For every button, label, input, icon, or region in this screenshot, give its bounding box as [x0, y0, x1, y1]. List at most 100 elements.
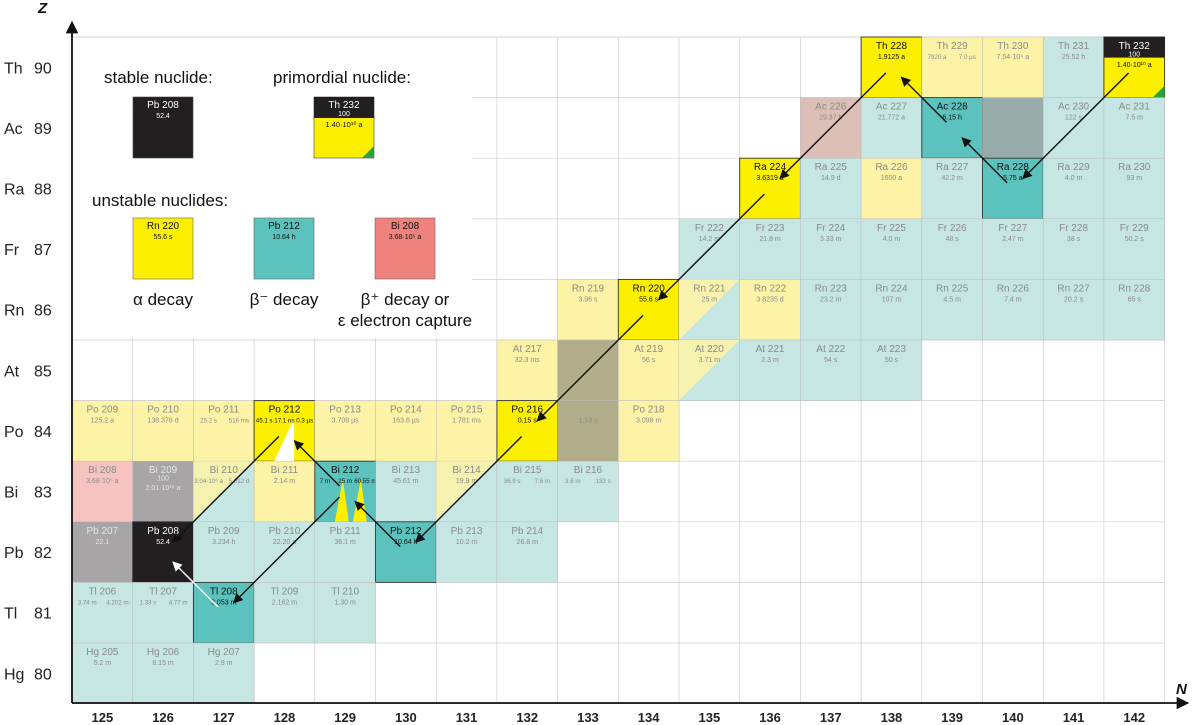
nuclide-name: Po 212 — [269, 405, 301, 416]
legend-beta-minus-example: Pb 212 10.64 h — [253, 217, 315, 280]
nuclide-name: Ac 230 — [1058, 102, 1090, 113]
cell-isomer-wedge — [274, 418, 295, 462]
nuclide-name: Pb 208 — [147, 526, 179, 537]
nuclide-cell: Rn 225 4.5 m — [921, 279, 983, 341]
nuclide-halflife: 3.71 m — [699, 357, 721, 364]
decay-arrow — [293, 440, 340, 487]
nuclide-name: Fr 228 — [1059, 223, 1088, 234]
nuclide-halflife: 10.64 h — [394, 539, 417, 546]
nuclide-halflife: 5.012 d — [229, 478, 250, 485]
nuclide-name: Tl 207 — [149, 586, 177, 597]
nuclide-cell: Bi 208 3.68·10⁵ a — [71, 460, 133, 523]
nuclide-name: Tl 209 — [271, 586, 299, 597]
decay-arrow — [172, 561, 219, 608]
z-tick-symbol: Fr — [4, 242, 20, 259]
legend-stable-name: Pb 208 — [147, 100, 179, 111]
cell-background — [618, 339, 680, 401]
nuclide-cell: Tl 206 3.74 m 4.202 m — [71, 582, 133, 644]
z-tick-labels: Th 90 Ac 89 Ra 88 Fr 87 Rn 86 At 85 Po 84 Bi 83 Pb 82 Tl 81… — [4, 60, 52, 683]
nuclide-name: Po 218 — [633, 405, 665, 416]
nuclide-name: Po 216 — [511, 405, 543, 416]
legend-stable-example: Pb 208 52.4 — [132, 96, 194, 159]
nuclide-halflife: 2.162 m — [272, 599, 297, 606]
n-tick-label: 142 — [1123, 710, 1145, 725]
cell-background — [982, 97, 1044, 159]
nuclide-halflife: 22.20 a — [273, 539, 296, 546]
cell-background — [860, 97, 923, 159]
nuclide-name: Ac 226 — [815, 102, 847, 113]
nuclide-halflife: 7.6 m — [535, 478, 550, 485]
legend-beta-plus-halflife: 3.68·10⁵ a — [389, 234, 422, 241]
z-tick-number: 81 — [34, 606, 52, 623]
n-tick-label: 135 — [698, 710, 720, 725]
nuclide-name: Hg 207 — [208, 647, 241, 658]
nuclide-halflife: 1.53 s — [578, 418, 598, 425]
decay-arrow — [172, 436, 280, 543]
nuclide-halflife: 50 s — [885, 357, 899, 364]
nuclide-name: Fr 223 — [756, 223, 785, 234]
nuclide-cell: Po 210 138.376 d — [132, 400, 194, 462]
cell-background — [860, 339, 923, 401]
nuclide-halflife: 60.55 m — [354, 478, 376, 485]
z-tick-symbol: At — [4, 363, 20, 380]
cell-background — [921, 36, 983, 98]
nuclide-halflife: 45.61 m — [393, 478, 418, 485]
legend-primordial-name: Th 232 — [328, 100, 360, 111]
nuclide-halflife: 7.5 m — [1125, 115, 1143, 122]
cell-background — [314, 521, 376, 583]
nuclide-name: Rn 225 — [936, 283, 969, 294]
nuclide-halflife: 21.8 m — [759, 236, 781, 243]
nuclide-halflife: 14.9 d — [821, 175, 841, 182]
decay-arrow — [232, 496, 340, 604]
nuclide-name: Po 211 — [208, 405, 239, 416]
nuclide-halflife: 516 ms — [229, 418, 249, 425]
z-tick-number: 90 — [34, 60, 52, 77]
nuclide-name: Po 215 — [451, 405, 483, 416]
nuclide-name: Rn 228 — [1118, 283, 1151, 294]
z-tick-number: 83 — [34, 485, 52, 502]
legend-primordial-example: Th 232 100 1.40·10¹⁰ a — [313, 96, 375, 159]
nuclide-cell: At 220 3.71 m — [678, 339, 740, 401]
cell-background — [132, 460, 194, 523]
cell-background — [800, 279, 862, 341]
nuclide-cell: Bi 213 45.61 m — [375, 460, 437, 523]
cell-background — [132, 642, 194, 704]
nuclide-name: Bi 211 — [271, 465, 299, 476]
cell-background — [557, 400, 619, 462]
nuclide-halflife: 1.9125 a — [878, 54, 905, 61]
nuclide-cell: Fr 228 38 s — [1042, 218, 1105, 280]
nuclide-halflife: 19.9 m — [456, 478, 478, 485]
nuclide-halflife: 56 s — [642, 357, 656, 364]
nuclide-halflife: 48 s — [946, 236, 960, 243]
cell-background — [253, 582, 316, 644]
nuclide-cell: Rn 226 7.4 m — [982, 279, 1044, 341]
z-tick-symbol: Ac — [4, 121, 23, 138]
nuclide-halflife: 6.15 h — [942, 115, 962, 122]
decay-arrow — [779, 72, 887, 180]
nuclide-cell: At 223 50 s — [860, 339, 923, 401]
nuclide-name: Rn 221 — [693, 283, 726, 294]
cell-background — [921, 157, 983, 220]
nuclide-name: Ac 231 — [1119, 102, 1151, 113]
cell-background — [71, 582, 133, 644]
nuclide-halflife: 4.0 m — [883, 236, 901, 243]
cell-background — [71, 400, 133, 462]
nuclide-halflife: 138.376 d — [147, 418, 178, 425]
z-tick-number: 84 — [34, 424, 52, 441]
nuclide-name: Pb 212 — [390, 526, 422, 537]
z-tick-number: 80 — [34, 666, 52, 683]
nuclide-cell: At 219 56 s — [618, 339, 680, 401]
nuclide-name: Ra 230 — [1118, 162, 1151, 173]
n-tick-label: 130 — [395, 710, 417, 725]
cell-background — [496, 339, 558, 401]
legend-beta-minus-name: Pb 212 — [268, 221, 300, 232]
nuclide-name: Po 210 — [147, 405, 179, 416]
nuclide-halflife: 17.1 ns — [274, 418, 294, 425]
nuclide-name: Pb 214 — [511, 526, 543, 537]
nuclide-cell: Pb 211 36.1 m — [314, 521, 376, 583]
decay-arrow — [900, 76, 947, 123]
nuclide-name: Hg 206 — [147, 647, 180, 658]
nuclide-halflife: 1600 a — [881, 175, 903, 182]
cell-background — [982, 279, 1044, 341]
nuclide-name: Pb 211 — [330, 526, 361, 537]
